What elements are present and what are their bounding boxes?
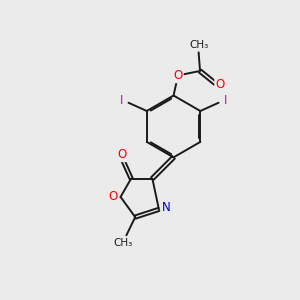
Text: O: O: [215, 78, 225, 92]
Text: I: I: [224, 94, 227, 107]
Text: O: O: [109, 190, 118, 203]
Text: N: N: [162, 201, 171, 214]
Text: O: O: [173, 69, 183, 82]
Text: CH₃: CH₃: [114, 238, 133, 248]
Text: I: I: [120, 94, 124, 107]
Text: CH₃: CH₃: [189, 40, 208, 50]
Text: O: O: [117, 148, 127, 161]
